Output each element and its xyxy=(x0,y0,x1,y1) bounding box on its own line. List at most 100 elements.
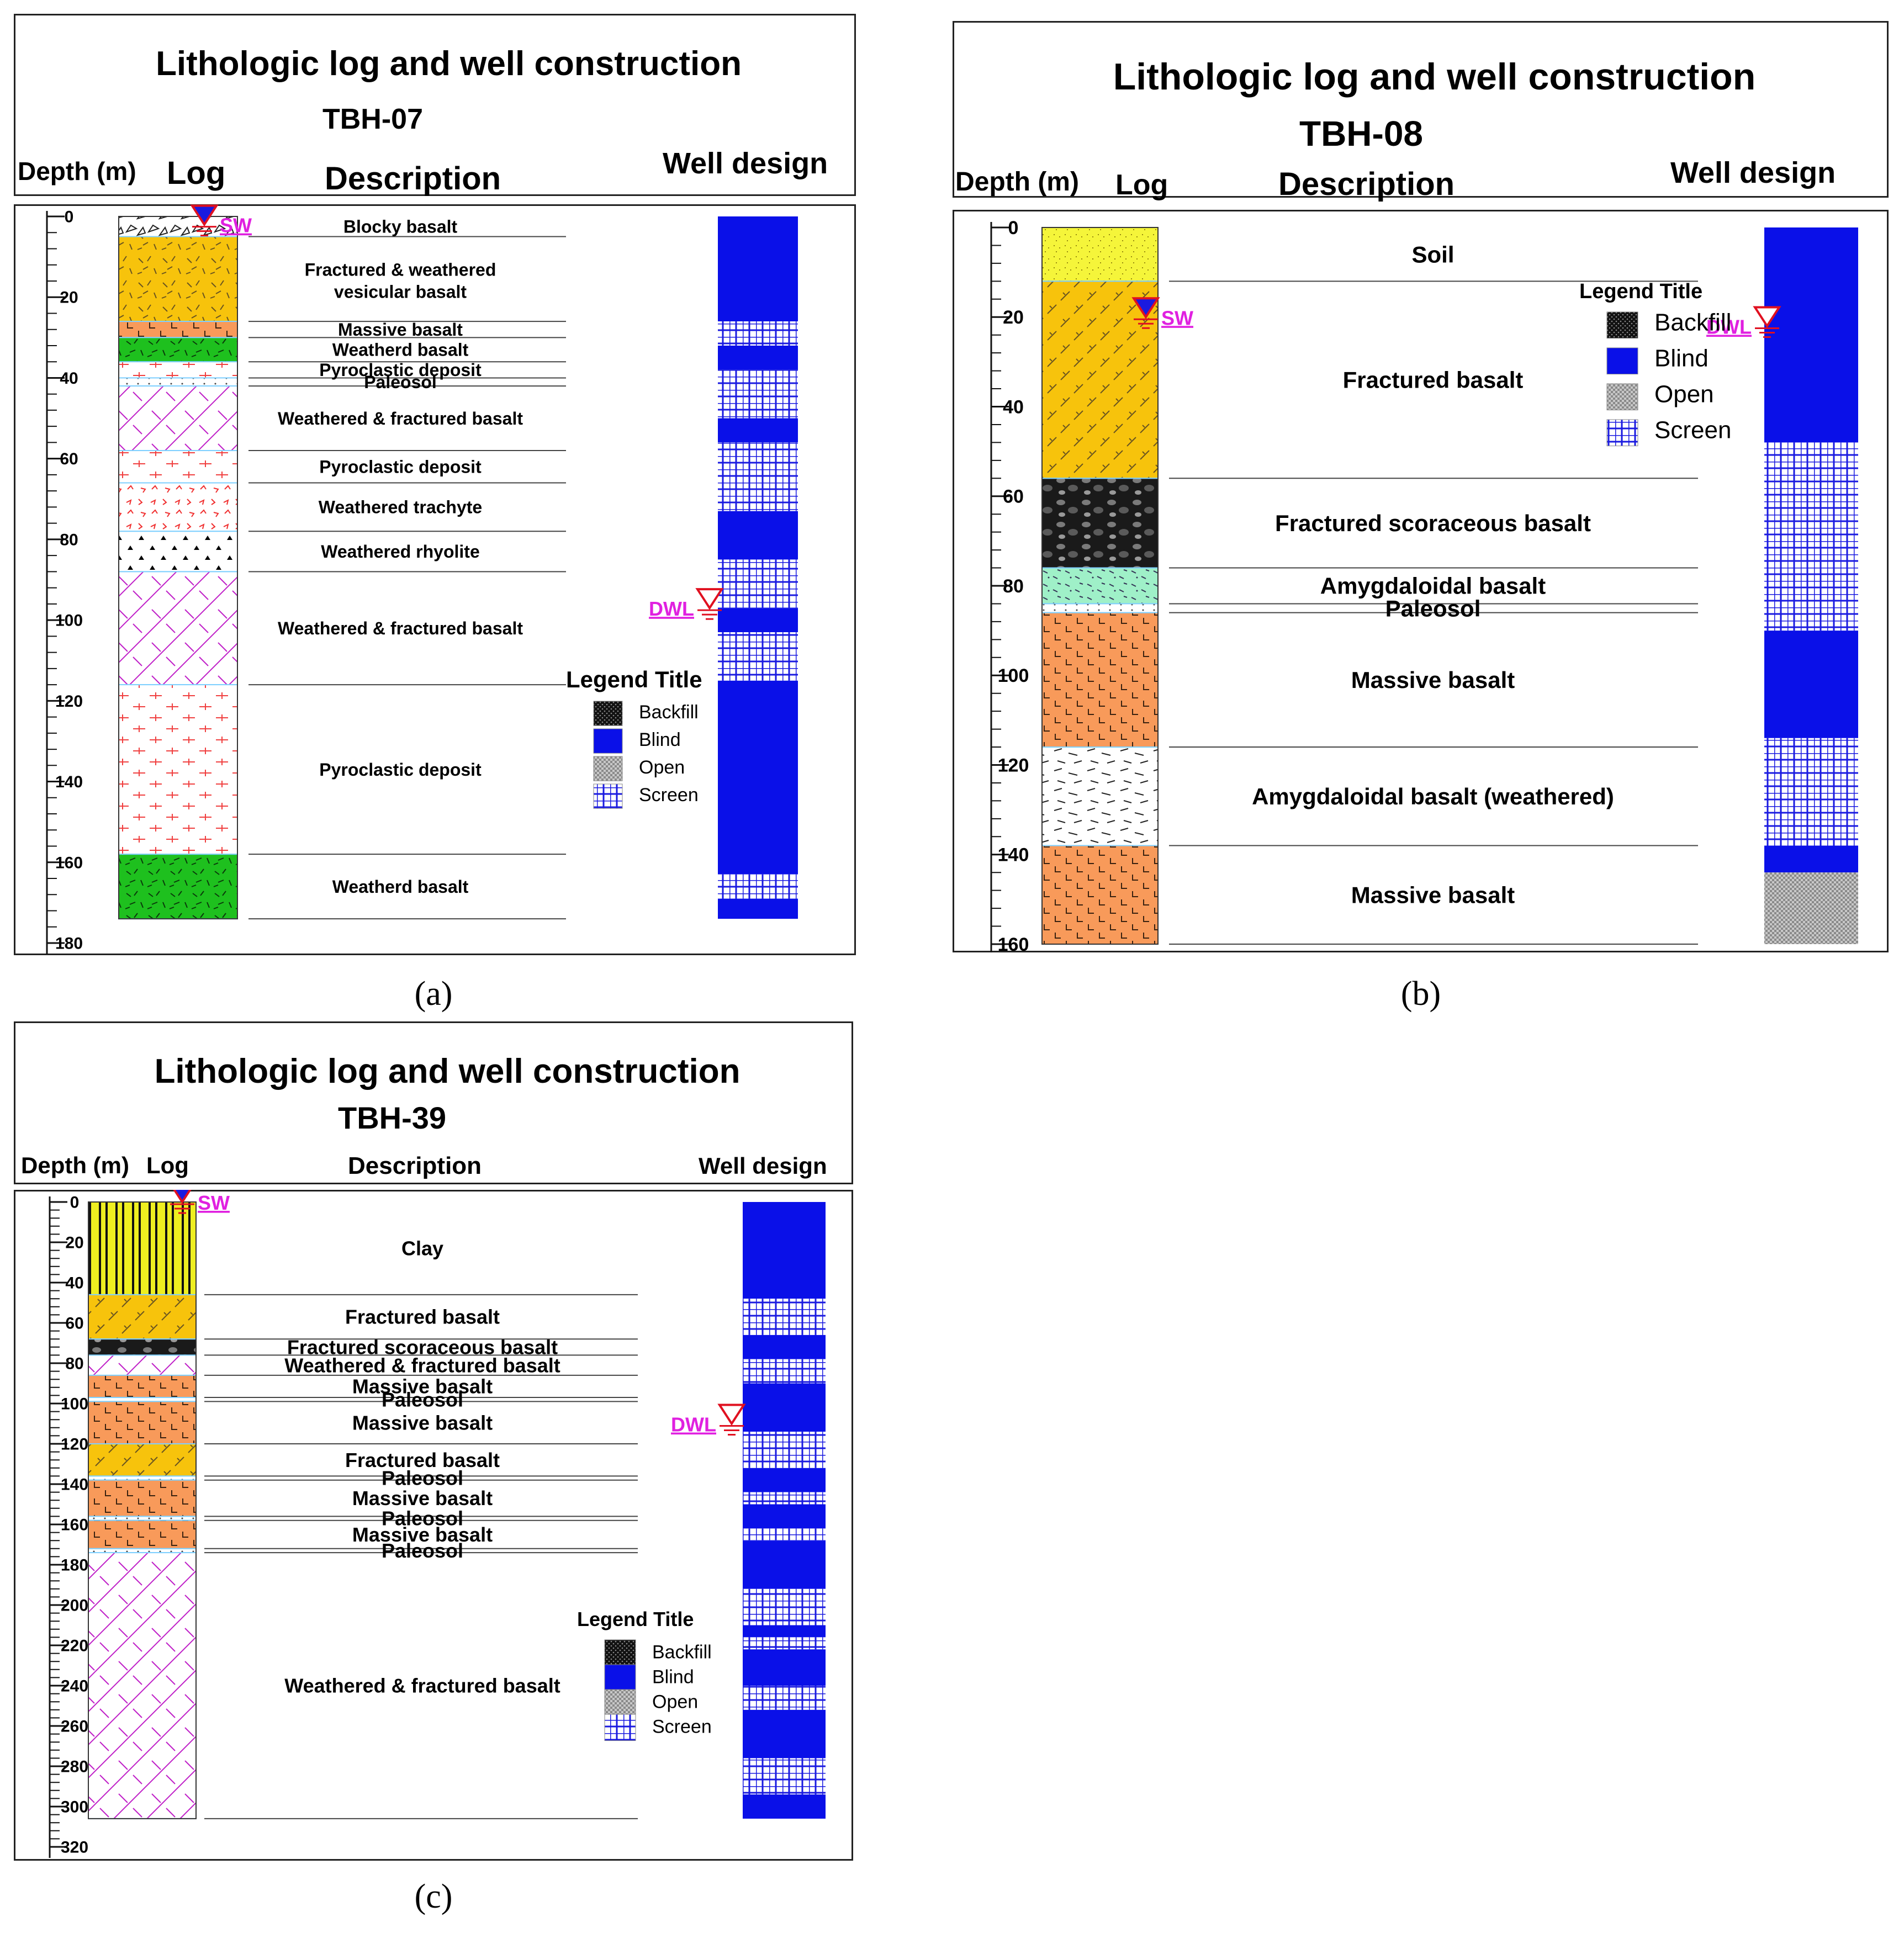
legend-swatch-backfill xyxy=(593,701,623,726)
depth-tick-label: 140 xyxy=(61,1476,88,1494)
log-layer-paleosol xyxy=(88,1475,197,1481)
depth-tick-label: 20 xyxy=(60,289,78,307)
layer-description: Fractured basalt xyxy=(1343,367,1524,393)
well-segment-screen xyxy=(718,442,798,511)
sw-marker-triangle xyxy=(1131,297,1160,319)
legend-swatch-backfill xyxy=(1606,311,1638,339)
depth-tick-label: 220 xyxy=(61,1637,88,1655)
layer-description: Paleosol xyxy=(1385,595,1481,621)
layer-description: Paleosol xyxy=(364,372,437,392)
depth-tick-label: 40 xyxy=(1003,396,1024,417)
log-layer-trachyte xyxy=(118,482,238,532)
legend-swatch-open xyxy=(593,756,623,781)
sw-marker-label: SW xyxy=(220,214,252,237)
depth-tick-label: 100 xyxy=(998,665,1029,686)
log-layer-pyro xyxy=(118,684,238,855)
well-segment-blind xyxy=(1764,631,1858,738)
legend-swatch-blind xyxy=(593,728,623,754)
layer-description: Massive basalt xyxy=(352,1411,493,1434)
well-segment-blind xyxy=(718,216,798,322)
log-layer-magenta xyxy=(118,571,238,686)
panel-b-log-header: Log xyxy=(1115,169,1168,201)
well-segment-screen xyxy=(743,1758,826,1795)
layer-description: Soil xyxy=(1411,241,1454,267)
legend-swatch-blind xyxy=(604,1664,636,1692)
layer-description: Massive basalt xyxy=(1351,882,1515,908)
depth-tick-label: 20 xyxy=(1003,307,1024,328)
log-column-outline xyxy=(88,1201,197,1819)
sw-marker-triangle xyxy=(190,204,219,227)
panel-c-caption: (c) xyxy=(414,1878,453,1915)
panel-a-well-name: TBH-07 xyxy=(322,103,424,135)
legend-title: Legend Title xyxy=(577,1608,694,1630)
panel-c-depth-header: Depth (m) xyxy=(21,1152,129,1178)
log-layer-amyg-green xyxy=(1041,567,1159,605)
log-layer-soil xyxy=(1041,227,1159,282)
layer-description: Blocky basalt xyxy=(343,216,458,236)
depth-tick-label: 0 xyxy=(65,208,74,226)
depth-tick-label: 300 xyxy=(61,1798,88,1817)
well-segment-screen xyxy=(1764,442,1858,631)
layer-description: Pyroclastic deposit xyxy=(319,457,482,476)
well-segment-screen xyxy=(743,1432,826,1468)
log-layer-green xyxy=(118,337,238,363)
well-segment-blind xyxy=(718,511,798,560)
sw-marker-label: SW xyxy=(1161,306,1193,329)
well-segment-blind xyxy=(743,1334,826,1359)
depth-tick-label: 280 xyxy=(61,1758,88,1776)
depth-tick-label: 40 xyxy=(65,1274,83,1293)
dwl-marker: DWL xyxy=(1706,306,1781,338)
panel-b-header xyxy=(953,21,1889,198)
panel-a-caption: (a) xyxy=(414,975,453,1013)
legend-item-blind: Blind xyxy=(639,729,681,750)
well-segment-blind xyxy=(743,1202,826,1299)
log-layer-massive xyxy=(88,1519,197,1549)
layer-description: Fractured scoraceous basalt xyxy=(287,1336,558,1358)
depth-tick-label: 180 xyxy=(55,935,83,953)
panel-a-log-header: Log xyxy=(167,155,226,191)
well-segment-screen xyxy=(718,874,798,899)
well-segment-screen xyxy=(1764,738,1858,846)
log-layer-magenta xyxy=(88,1552,197,1819)
dwl-marker-label: DWL xyxy=(1706,315,1752,338)
panel-b-well-header: Well design xyxy=(1670,156,1836,189)
layer-description: Weathered trachyte xyxy=(319,497,482,517)
log-layer-paleosol xyxy=(1041,603,1159,613)
layer-description: Fractured basalt xyxy=(345,1449,500,1471)
legend-title: Legend Title xyxy=(1579,280,1702,303)
panel-c-well-name: TBH-39 xyxy=(337,1100,447,1135)
log-layer-paleosol xyxy=(88,1397,197,1402)
depth-tick-label: 120 xyxy=(998,755,1029,776)
log-layer-massive xyxy=(88,1374,197,1399)
layer-description: Paleosol xyxy=(382,1388,463,1411)
depth-tick-label: 60 xyxy=(65,1315,83,1333)
log-layer-green xyxy=(118,854,238,920)
well-segment-blind xyxy=(743,1540,826,1589)
panel-b-caption: (b) xyxy=(1400,975,1441,1013)
well-segment-screen xyxy=(743,1686,826,1710)
well-segment-blind xyxy=(1764,227,1858,443)
well-segment-blind xyxy=(743,1649,826,1686)
well-segment-blind xyxy=(1764,845,1858,873)
log-layer-magenta xyxy=(88,1354,197,1376)
log-layer-amyg-white xyxy=(1041,746,1159,846)
depth-tick-label: 240 xyxy=(61,1677,88,1696)
depth-tick-label: 20 xyxy=(65,1234,83,1252)
log-layer-clay xyxy=(88,1201,197,1295)
log-layer-fractured xyxy=(88,1443,197,1477)
depth-tick-label: 140 xyxy=(998,845,1029,866)
depth-tick-label: 120 xyxy=(61,1436,88,1454)
well-segment-blind xyxy=(718,418,798,443)
depth-tick-label: 0 xyxy=(1008,218,1019,239)
panel-a-depth-header: Depth (m) xyxy=(18,157,136,186)
legend-swatch-open xyxy=(1606,383,1638,411)
dwl-marker: DWL xyxy=(649,588,724,620)
log-layer-paleosol xyxy=(88,1548,197,1554)
layer-description: Amygdaloidal basalt xyxy=(1320,573,1546,599)
panel-b-depth-header: Depth (m) xyxy=(955,167,1079,197)
legend-swatch-screen xyxy=(1606,419,1638,447)
sw-marker-label: SW xyxy=(198,1191,230,1214)
layer-description: Weathered & fractured basalt xyxy=(278,618,523,638)
panel-c-diagram: 0 20 40 60 80 100 120 140 160 180 200 220 240 260 280 3… xyxy=(49,1190,826,1858)
log-layer-magenta xyxy=(118,385,238,452)
